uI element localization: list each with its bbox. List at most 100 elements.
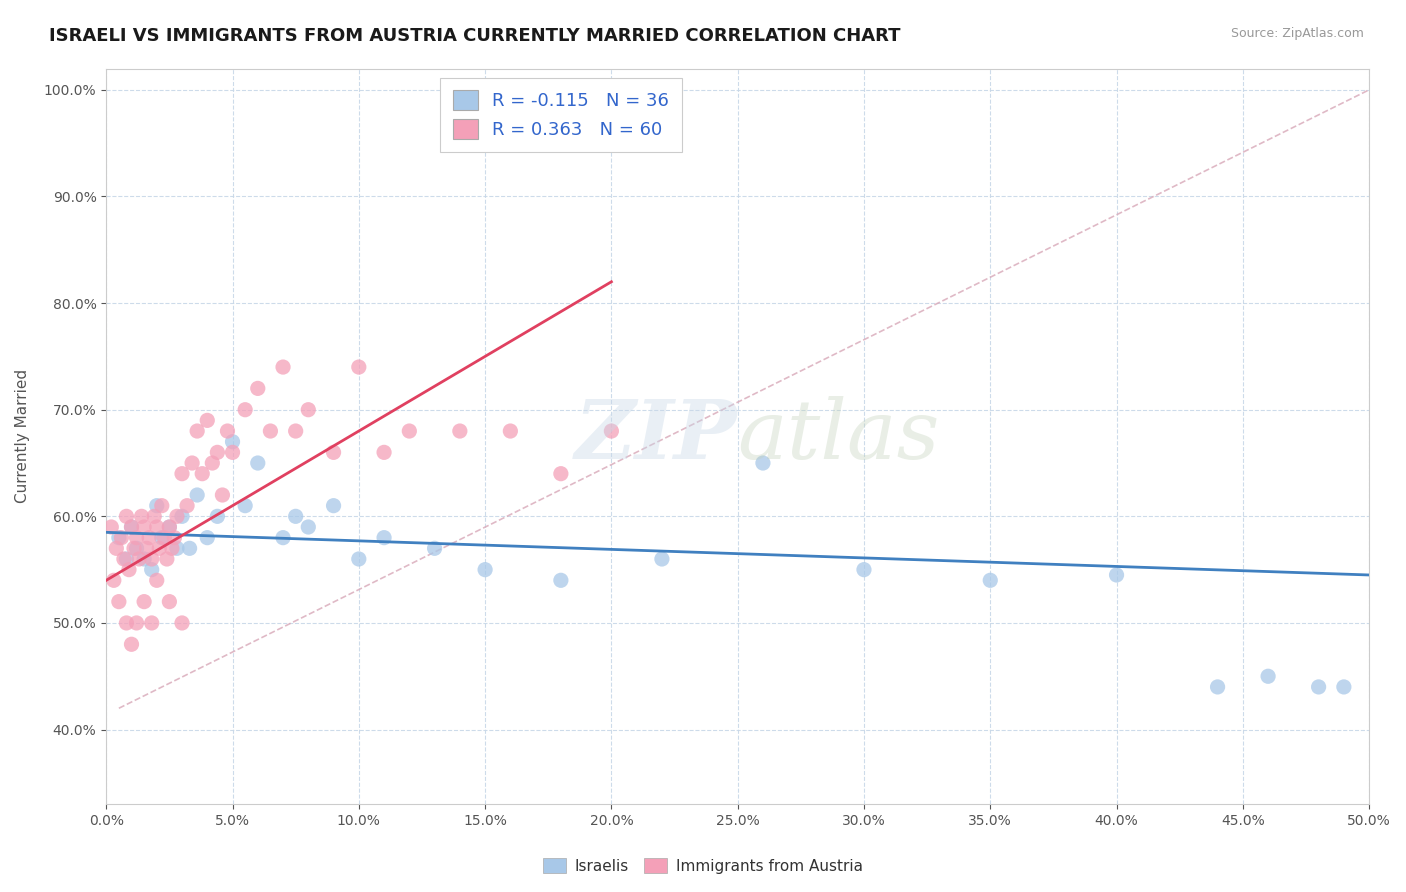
Point (128, 552, 150, 566)
Point (141, 552, 163, 566)
Y-axis label: Currently Married: Currently Married (15, 369, 30, 503)
Point (211, 488, 233, 502)
Point (186, 488, 208, 502)
Point (651, 552, 673, 566)
Point (246, 456, 269, 470)
Point (1308, 680, 1330, 694)
Point (271, 531, 294, 545)
Point (125, 541, 148, 556)
Point (110, 531, 132, 545)
Point (195, 531, 218, 545)
Point (150, 499, 173, 513)
Point (112, 552, 135, 566)
Point (115, 615, 138, 630)
Point (233, 402, 256, 417)
Point (1105, 568, 1128, 582)
Point (121, 520, 143, 534)
Point (118, 563, 141, 577)
Point (115, 552, 138, 566)
Point (125, 615, 148, 630)
Point (143, 509, 166, 524)
Point (138, 531, 160, 545)
Point (108, 594, 131, 608)
Point (373, 445, 395, 459)
Point (121, 520, 143, 534)
Point (148, 541, 170, 556)
Point (150, 531, 173, 545)
Point (145, 499, 167, 513)
Point (134, 552, 156, 566)
Point (284, 424, 307, 438)
Point (752, 456, 775, 470)
Point (259, 424, 281, 438)
Point (170, 615, 193, 630)
Text: atlas: atlas (738, 396, 941, 476)
Point (191, 467, 214, 481)
Text: Source: ZipAtlas.com: Source: ZipAtlas.com (1230, 27, 1364, 40)
Point (134, 594, 156, 608)
Point (181, 456, 204, 470)
Point (550, 574, 572, 588)
Point (207, 509, 229, 524)
Point (145, 574, 167, 588)
Point (423, 541, 446, 556)
Point (195, 413, 218, 427)
Point (246, 381, 269, 395)
Point (186, 424, 208, 438)
Point (1333, 680, 1355, 694)
Point (474, 563, 496, 577)
Point (157, 520, 180, 534)
Point (170, 509, 193, 524)
Point (166, 541, 188, 556)
Point (297, 402, 319, 417)
Point (105, 541, 128, 556)
Point (156, 552, 179, 566)
Point (449, 424, 471, 438)
Point (108, 531, 131, 545)
Point (179, 541, 201, 556)
Point (163, 531, 186, 545)
Point (157, 594, 180, 608)
Point (221, 445, 243, 459)
Text: ZIP: ZIP (575, 396, 738, 476)
Point (122, 541, 145, 556)
Point (322, 445, 344, 459)
Point (284, 509, 307, 524)
Point (160, 541, 183, 556)
Point (141, 615, 163, 630)
Point (398, 424, 420, 438)
Point (217, 424, 239, 438)
Point (141, 563, 163, 577)
Point (103, 574, 125, 588)
Text: ISRAELI VS IMMIGRANTS FROM AUSTRIA CURRENTLY MARRIED CORRELATION CHART: ISRAELI VS IMMIGRANTS FROM AUSTRIA CURRE… (49, 27, 901, 45)
Legend: Israelis, Immigrants from Austria: Israelis, Immigrants from Austria (537, 852, 869, 880)
Point (157, 520, 180, 534)
Point (115, 509, 138, 524)
Point (297, 520, 319, 534)
Point (600, 424, 623, 438)
Point (100, 520, 122, 534)
Point (271, 360, 294, 375)
Point (207, 445, 229, 459)
Point (233, 499, 256, 513)
Point (550, 467, 572, 481)
Point (221, 434, 243, 449)
Point (125, 531, 148, 545)
Point (852, 563, 875, 577)
Point (131, 509, 153, 524)
Point (166, 509, 188, 524)
Point (134, 520, 156, 534)
Point (176, 499, 198, 513)
Point (201, 456, 224, 470)
Point (979, 574, 1001, 588)
Point (499, 424, 522, 438)
Point (170, 467, 193, 481)
Point (1257, 669, 1279, 683)
Legend: R = -0.115   N = 36, R = 0.363   N = 60: R = -0.115 N = 36, R = 0.363 N = 60 (440, 78, 682, 152)
Point (1206, 680, 1229, 694)
Point (153, 531, 176, 545)
Point (135, 541, 157, 556)
Point (347, 360, 370, 375)
Point (145, 520, 167, 534)
Point (121, 637, 143, 651)
